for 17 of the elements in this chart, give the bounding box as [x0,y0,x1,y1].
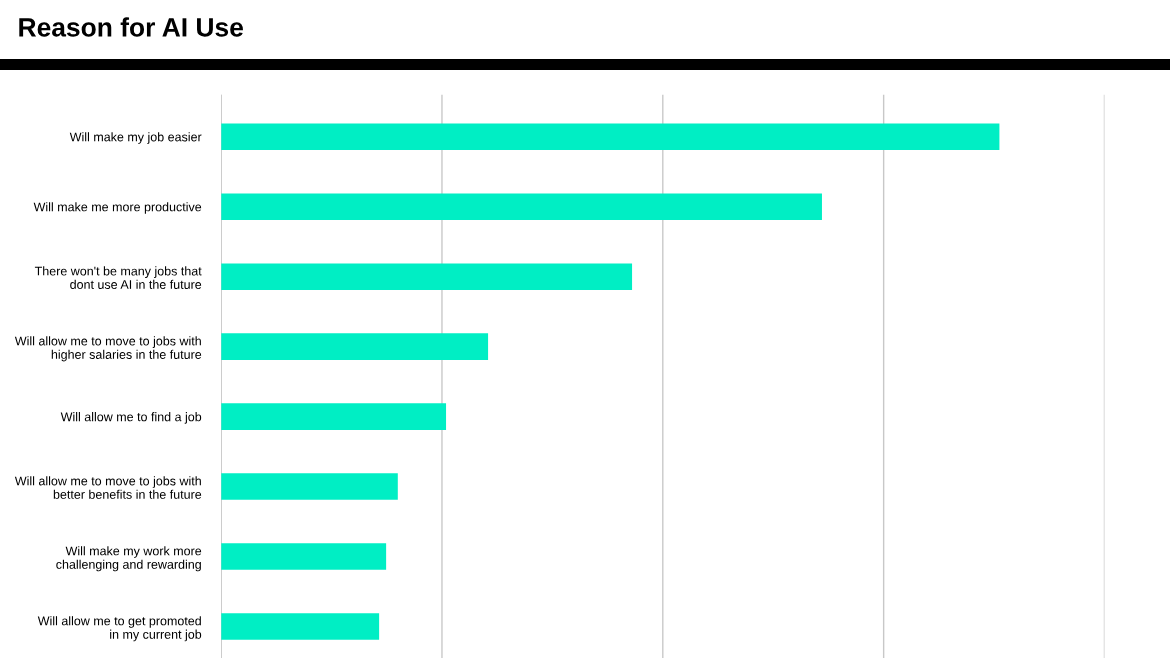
y-tick-label: Will allow me to move to jobs with higher salaries in the future [14,336,202,362]
bar [221,403,447,430]
bar [221,123,1000,151]
y-tick-label: Will make my work more challenging and rewarding [56,546,202,572]
bar [221,543,387,570]
chart-title: Reason for AI Use [19,17,243,37]
bar [221,333,489,360]
y-tick-label: There won't be many jobs that dont use AI in the future [34,266,202,289]
y-tick-label: Will allow me to move to jobs with better benefits in the future [14,476,202,499]
bar [221,613,380,640]
y-tick-label: Will allow me to get promoted in my current job [37,616,202,642]
y-tick-label: Will make my job easier [69,132,202,144]
bar [221,473,398,500]
bar [221,263,633,290]
y-tick-label: Will allow me to find a job [60,412,202,424]
y-tick-label: Will make me more productive [33,202,202,214]
bar [221,193,822,220]
